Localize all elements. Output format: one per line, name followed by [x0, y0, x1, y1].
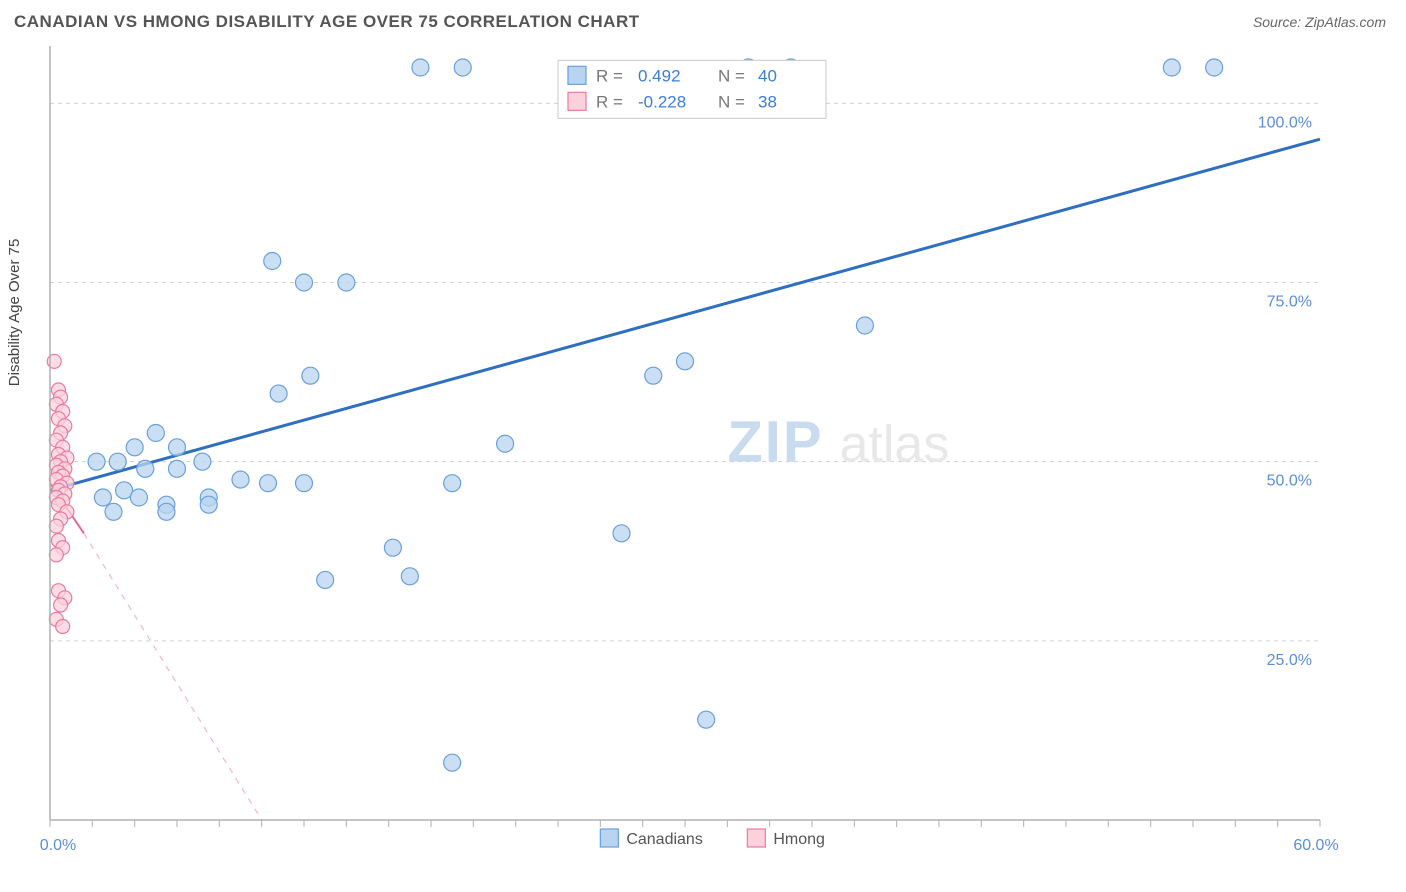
canadians-point — [137, 460, 154, 477]
correlation-scatter-chart: 25.0% 50.0% 75.0% 100.0% ZIP atlas 0.0% 60.0% R … — [14, 40, 1392, 880]
canadians-point — [194, 453, 211, 470]
watermark-atlas: atlas — [840, 416, 950, 474]
y-tick-label: 25.0% — [1267, 652, 1312, 669]
y-tick-label: 75.0% — [1267, 294, 1312, 311]
canadians-point — [147, 425, 164, 442]
canadians-point — [109, 453, 126, 470]
stat-r-value: 0.492 — [638, 66, 681, 85]
canadians-point — [856, 317, 873, 334]
canadians-trend-line — [50, 139, 1320, 490]
canadians-point — [169, 460, 186, 477]
canadians-point — [260, 475, 277, 492]
canadians-point — [296, 475, 313, 492]
legend-swatch — [600, 829, 618, 847]
canadians-point — [497, 435, 514, 452]
canadians-point — [169, 439, 186, 456]
chart-title: CANADIAN VS HMONG DISABILITY AGE OVER 75… — [14, 12, 640, 32]
legend-label: Hmong — [773, 831, 825, 848]
canadians-point — [1206, 59, 1223, 76]
canadians-point — [264, 253, 281, 270]
canadians-point — [677, 353, 694, 370]
canadians-point — [384, 539, 401, 556]
canadians-point — [613, 525, 630, 542]
legend-label: Canadians — [626, 831, 703, 848]
hmong-trend-extrapolation — [84, 533, 262, 820]
stat-r-label: R = — [596, 66, 623, 85]
canadians-point — [130, 489, 147, 506]
canadians-point — [454, 59, 471, 76]
canadians-point — [338, 274, 355, 291]
stat-n-value: 38 — [758, 92, 777, 111]
canadians-point — [296, 274, 313, 291]
stat-r-label: R = — [596, 92, 623, 111]
y-tick-label: 50.0% — [1267, 473, 1312, 490]
canadians-point — [444, 754, 461, 771]
canadians-point — [645, 367, 662, 384]
canadians-point — [126, 439, 143, 456]
canadians-point — [270, 385, 287, 402]
watermark-zip: ZIP — [727, 410, 823, 475]
canadians-point — [444, 475, 461, 492]
x-tick-label: 60.0% — [1293, 837, 1338, 854]
canadians-point — [302, 367, 319, 384]
stat-n-label: N = — [718, 66, 745, 85]
stat-r-value: -0.228 — [638, 92, 686, 111]
stat-n-value: 40 — [758, 66, 777, 85]
canadians-point — [200, 496, 217, 513]
canadians-point — [317, 571, 334, 588]
stat-n-label: N = — [718, 92, 745, 111]
canadians-point — [88, 453, 105, 470]
canadians-point — [412, 59, 429, 76]
canadians-point — [401, 568, 418, 585]
hmong-point — [56, 620, 70, 634]
canadians-point — [1163, 59, 1180, 76]
stats-swatch — [568, 92, 586, 110]
hmong-point — [54, 598, 68, 612]
hmong-point — [49, 548, 63, 562]
source-credit: Source: ZipAtlas.com — [1253, 14, 1386, 30]
hmong-point — [49, 519, 63, 533]
canadians-point — [105, 503, 122, 520]
stats-swatch — [568, 66, 586, 84]
legend-swatch — [747, 829, 765, 847]
y-axis-label: Disability Age Over 75 — [6, 239, 23, 387]
x-tick-label: 0.0% — [40, 837, 76, 854]
y-tick-label: 100.0% — [1258, 114, 1312, 131]
canadians-point — [232, 471, 249, 488]
canadians-point — [158, 503, 175, 520]
canadians-point — [94, 489, 111, 506]
canadians-point — [698, 711, 715, 728]
